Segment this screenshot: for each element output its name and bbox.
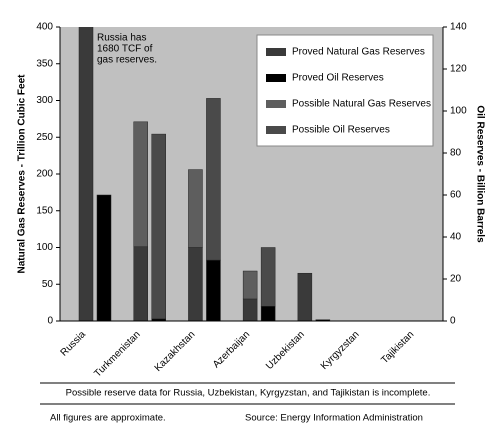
- x-tick-label: Tajikistan: [379, 329, 416, 366]
- y2-tick-label: 40: [450, 232, 462, 243]
- x-tick-label: Turkmenistan: [92, 329, 142, 379]
- bar: [242, 298, 258, 321]
- y-tick-label: 50: [42, 279, 54, 290]
- bar: [206, 98, 221, 261]
- y-tick-label: 0: [47, 316, 53, 327]
- legend-swatch: [266, 126, 286, 134]
- note: Possible reserve data for Russia, Uzbeki…: [66, 388, 431, 399]
- annotation: 1680 TCF of: [97, 44, 153, 55]
- legend-label: Proved Natural Gas Reserves: [292, 47, 425, 58]
- y-axis-label: Natural Gas Reserves - Trillion Cubic Fe…: [17, 74, 28, 274]
- y-tick-label: 250: [36, 132, 53, 143]
- legend: [256, 34, 434, 147]
- legend-swatch: [266, 100, 286, 108]
- source: Source: Energy Information Administratio…: [245, 413, 423, 424]
- y2-tick-label: 120: [450, 64, 467, 75]
- bars: [78, 27, 331, 321]
- bar: [206, 259, 221, 321]
- y-tick-label: 150: [36, 205, 53, 216]
- bar: [133, 121, 148, 248]
- bar: [260, 306, 276, 321]
- legend-label: Possible Oil Reserves: [292, 125, 390, 136]
- y2-tick-label: 60: [450, 190, 462, 201]
- y-tick-label: 100: [36, 242, 53, 253]
- x-tick-label: Russia: [59, 329, 89, 359]
- y2-tick-label: 20: [450, 274, 462, 285]
- bar: [242, 270, 258, 300]
- legend-swatch: [266, 74, 286, 82]
- x-tick-label: Kazakhstan: [153, 329, 198, 374]
- annotation: gas reserves.: [97, 55, 157, 66]
- y-tick-label: 300: [36, 95, 53, 106]
- legend-swatch: [266, 48, 286, 56]
- bar: [297, 272, 313, 321]
- y2-tick-label: 140: [450, 22, 467, 33]
- x-tick-label: Kyrgyzstan: [319, 329, 362, 372]
- legend-label: Proved Oil Reserves: [292, 73, 384, 84]
- y2-axis-label: Oil Reserves - Billion Barrels: [474, 105, 485, 243]
- legend-label: Possible Natural Gas Reserves: [292, 99, 431, 110]
- bar: [151, 133, 166, 320]
- bar: [96, 194, 112, 321]
- y-tick-label: 350: [36, 58, 53, 69]
- y-tick-label: 400: [36, 22, 53, 33]
- y-tick-label: 200: [36, 169, 53, 180]
- bar: [260, 247, 276, 307]
- bar: [188, 247, 203, 321]
- bar: [133, 246, 148, 321]
- x-tick-label: Azerbaijan: [211, 329, 252, 370]
- y2-tick-label: 80: [450, 148, 462, 159]
- bar: [78, 27, 94, 321]
- bar: [188, 169, 203, 248]
- footnote: All figures are approximate.: [50, 413, 166, 424]
- y2-tick-label: 100: [450, 106, 467, 117]
- x-tick-label: Uzbekistan: [264, 329, 307, 372]
- y2-tick-label: 0: [450, 316, 456, 327]
- annotation: Russia has: [97, 33, 146, 44]
